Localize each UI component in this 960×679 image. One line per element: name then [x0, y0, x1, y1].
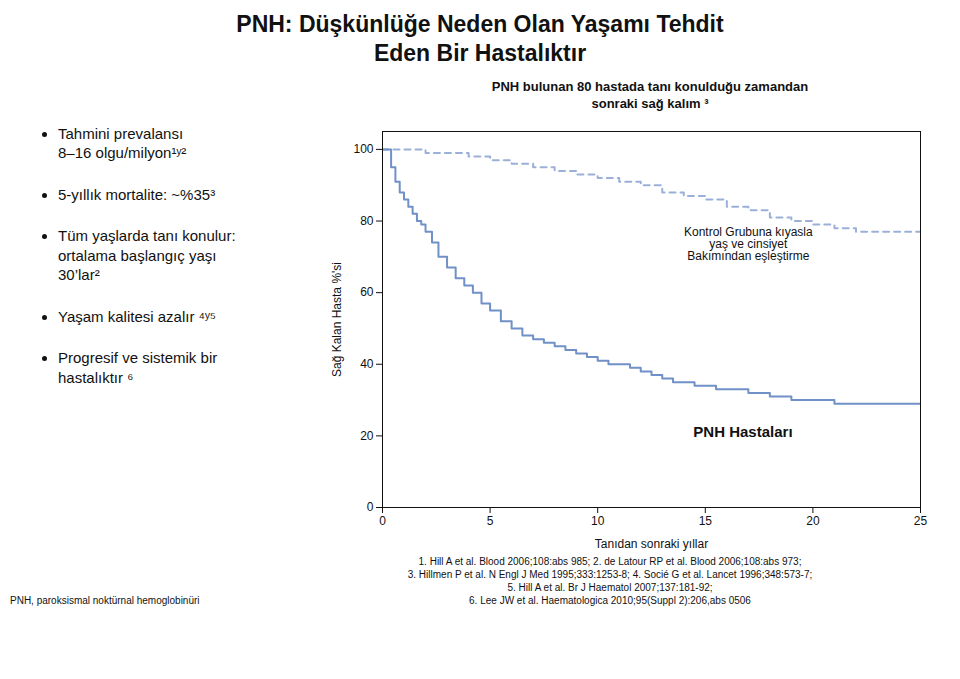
- svg-text:15: 15: [699, 514, 713, 528]
- svg-text:80: 80: [360, 213, 374, 227]
- svg-text:Tanıdan sonraki yıllar: Tanıdan sonraki yıllar: [595, 536, 708, 550]
- html-text:5-yıllık mortalite: ~%35³: 5-yıllık mortalite: ~%35³: [58, 185, 216, 203]
- svg-text:0: 0: [379, 514, 386, 528]
- html-text:PNH: Düşkünlüğe Neden Olan Yaş: PNH: Düşkünlüğe Neden Olan Yaşamı Tehdit…: [236, 11, 724, 66]
- svg-text:40: 40: [360, 357, 374, 371]
- svg-text:20: 20: [360, 428, 374, 442]
- html-text:Tahmini prevalansı 8–16 olgu/m: Tahmini prevalansı 8–16 olgu/milyon¹ʸ²: [58, 124, 187, 161]
- html-text:PNH bulunan 80 hastada tanı ko: PNH bulunan 80 hastada tanı konulduğu za…: [491, 78, 809, 111]
- svg-text:25: 25: [914, 514, 928, 528]
- html-text:Progresif ve sistemik bir hast: Progresif ve sistemik bir hastalıktır ⁶: [58, 349, 218, 386]
- svg-text:PNH Hastaları: PNH Hastaları: [693, 423, 792, 440]
- svg-text:0: 0: [367, 500, 374, 514]
- svg-text:5: 5: [487, 514, 494, 528]
- svg-text:Sağ Kalan Hasta %'si: Sağ Kalan Hasta %'si: [330, 262, 344, 377]
- html-text:Tüm yaşlarda tanı konulur: ort: Tüm yaşlarda tanı konulur: ortalama başl…: [58, 227, 236, 283]
- html-text:1. Hill A et al. Blood 2006;10: 1. Hill A et al. Blood 2006;108:abs 985;…: [407, 555, 813, 606]
- svg-text:Kontrol Grubuna kıyaslayaş ve: Kontrol Grubuna kıyaslayaş ve cinsiyetBa…: [684, 225, 813, 263]
- svg-text:10: 10: [591, 514, 605, 528]
- svg-text:100: 100: [353, 142, 373, 156]
- html-text:PNH, paroksismal noktürnal hem: PNH, paroksismal noktürnal hemoglobinüri: [10, 594, 200, 606]
- html-text:Yaşam kalitesi azalır ⁴ʸ⁵: Yaşam kalitesi azalır ⁴ʸ⁵: [58, 307, 217, 325]
- svg-text:20: 20: [806, 514, 820, 528]
- svg-text:60: 60: [360, 285, 374, 299]
